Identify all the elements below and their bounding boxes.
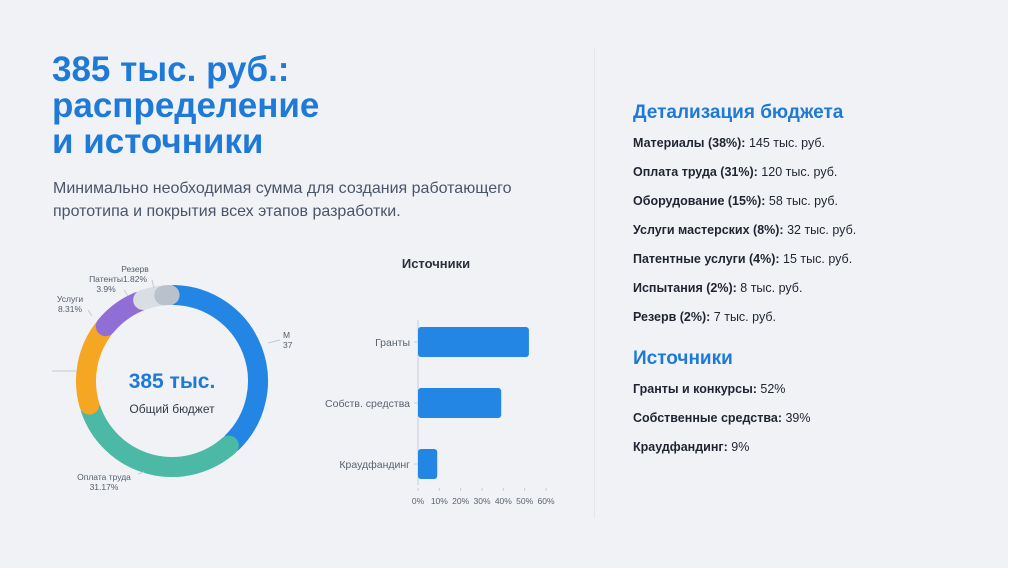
bar-x-tick-label: 0% <box>412 496 425 506</box>
detail-row-labor: Оплата труда (31%): 120 тыс. руб. <box>633 165 993 180</box>
detail-value: 145 тыс. руб. <box>745 136 826 150</box>
bar-category-label: Гранты <box>375 337 410 349</box>
donut-slice-percent: 3.9% <box>96 284 116 294</box>
donut-slice-label: Патенты <box>89 274 123 284</box>
detail-value: 7 тыс. руб. <box>710 310 776 324</box>
bar-x-tick-label: 50% <box>516 496 533 506</box>
detail-row-reserve: Резерв (2%): 7 тыс. руб. <box>633 310 993 325</box>
detail-row-materials: Материалы (38%): 145 тыс. руб. <box>633 136 993 151</box>
donut-leader-line <box>87 309 93 317</box>
bar-x-tick-label: 20% <box>452 496 469 506</box>
detail-value: 32 тыс. руб. <box>783 223 857 237</box>
detail-row-tests: Испытания (2%): 8 тыс. руб. <box>633 281 993 296</box>
bar-category-label: Собств. средства <box>325 398 410 410</box>
donut-leader-line <box>151 279 155 289</box>
bar-x-tick-label: 60% <box>537 496 554 506</box>
donut-slice-percent: 31.17% <box>90 482 119 492</box>
subtitle-line: Минимально необходимая сумма для создани… <box>53 180 512 197</box>
bar-собств-средства <box>418 388 502 418</box>
sources-bar-chart: Источники Гранты Собств. средства Краудфанд… <box>325 256 555 506</box>
page-title: 385 тыс. руб.: распределение и источники <box>52 52 472 160</box>
donut-center-value: 385 тыс. <box>129 370 216 393</box>
detail-row-patents: Патентные услуги (4%): 15 тыс. руб. <box>633 252 993 267</box>
bar-category-label: Краудфандинг <box>339 459 410 471</box>
donut-slice-percent: 1.82% <box>123 274 148 284</box>
detail-name: Услуги мастерских (8%): <box>633 223 784 237</box>
title-line: 385 тыс. руб.: <box>52 50 290 89</box>
detail-value: 8 тыс. руб. <box>736 281 803 295</box>
donut-slice-услуги <box>95 291 149 337</box>
donut-slice-label: Оплата труда <box>77 472 131 482</box>
column-divider <box>594 48 595 518</box>
donut-slice-label: М <box>283 330 290 340</box>
source-value: 39% <box>781 411 811 425</box>
donut-slice-label: Резерв <box>121 264 149 274</box>
bar-x-tick-label: 30% <box>473 496 490 506</box>
source-name: Собственные средства: <box>633 411 782 425</box>
bar-краудфандинг <box>418 449 438 479</box>
detail-name: Испытания (2%): <box>633 281 737 295</box>
bar-chart-title: Источники <box>402 256 470 271</box>
page-subtitle: Минимально необходимая сумма для создани… <box>53 177 573 223</box>
donut-slice-percent: 8.31% <box>58 304 83 314</box>
slide: 385 тыс. руб.: распределение и источники… <box>0 0 1008 568</box>
source-row-grants: Гранты и конкурсы: 52% <box>633 382 993 397</box>
donut-leader-line <box>123 289 129 297</box>
donut-leader-line <box>137 471 145 475</box>
title-line: распределение <box>52 86 320 125</box>
detail-name: Материалы (38%): <box>633 136 746 150</box>
donut-slice-м <box>164 285 268 453</box>
source-value: 52% <box>756 382 786 396</box>
details-panel: Детализация бюджета Материалы (38%): 145… <box>633 101 993 469</box>
donut-slice-label: Услуги <box>57 294 83 304</box>
donut-leader-line <box>267 339 281 344</box>
source-row-crowdfunding: Краудфандинг: 9% <box>633 440 993 455</box>
source-name: Гранты и конкурсы: <box>633 382 757 396</box>
donut-center-label: Общий бюджет <box>129 402 215 416</box>
detail-value: 58 тыс. руб. <box>765 194 838 208</box>
detail-row-equipment: Оборудование (15%): 58 тыс. руб. <box>633 194 993 209</box>
source-value: 9% <box>727 440 750 454</box>
donut-slice-slice-2 <box>76 319 113 415</box>
subtitle-line: прототипа и покрытия всех этапов разрабо… <box>53 203 401 220</box>
detail-value: 120 тыс. руб. <box>757 165 838 179</box>
detail-name: Оплата труда (31%): <box>633 165 758 179</box>
source-name: Краудфандинг: <box>633 440 728 454</box>
detail-name: Резерв (2%): <box>633 310 711 324</box>
donut-slice-оплата-труда <box>80 399 239 477</box>
detail-row-workshops: Услуги мастерских (8%): 32 тыс. руб. <box>633 223 993 238</box>
sources-heading: Источники <box>633 348 733 369</box>
bar-гранты <box>418 327 529 357</box>
details-heading: Детализация бюджета <box>633 102 844 123</box>
bar-x-tick-label: 40% <box>495 496 512 506</box>
title-line: и источники <box>52 122 264 161</box>
donut-slice-percent: 37 <box>283 340 293 350</box>
bar-x-tick-label: 10% <box>431 496 448 506</box>
details-list: Материалы (38%): 145 тыс. руб. Оплата тр… <box>633 136 993 325</box>
detail-value: 15 тыс. руб. <box>779 252 853 266</box>
sources-list: Гранты и конкурсы: 52% Собственные средс… <box>633 382 993 455</box>
detail-name: Патентные услуги (4%): <box>633 252 780 266</box>
detail-name: Оборудование (15%): <box>633 194 766 208</box>
source-row-own-funds: Собственные средства: 39% <box>633 411 993 426</box>
